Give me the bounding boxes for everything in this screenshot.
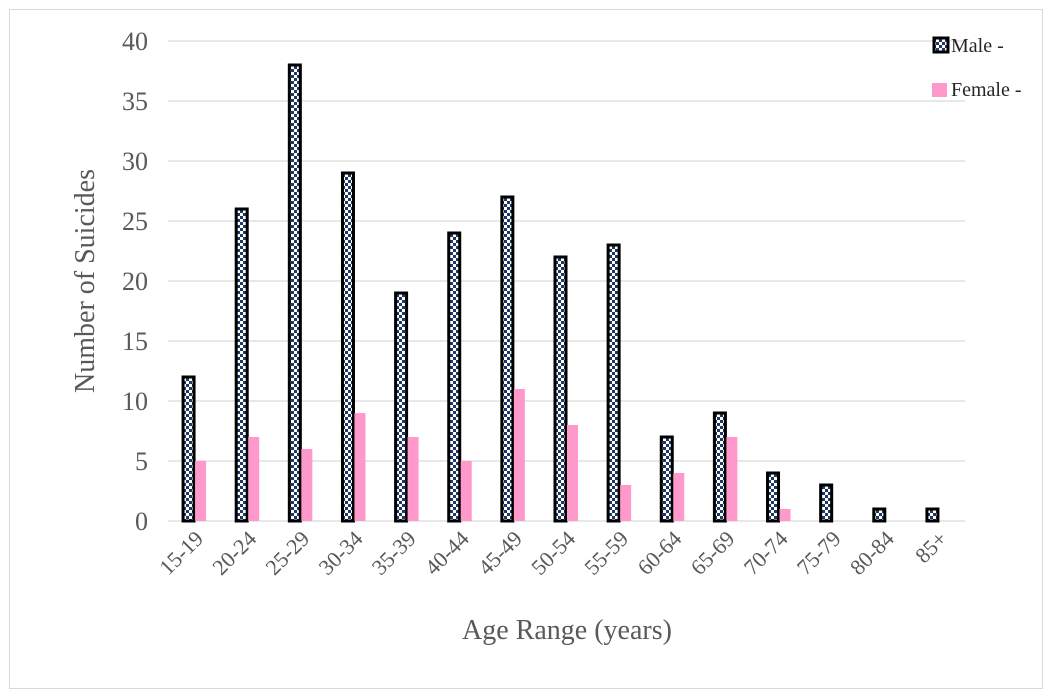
x-tick-label: 55-59	[579, 526, 633, 580]
bar-female	[673, 473, 685, 521]
bar-male	[925, 507, 940, 523]
y-tick-label: 25	[122, 207, 148, 236]
bar-female	[248, 437, 260, 521]
y-tick-label: 35	[122, 87, 148, 116]
bar-female	[567, 425, 578, 521]
y-axis-title: Number of Suicides	[70, 169, 101, 393]
bar-male	[819, 483, 834, 523]
x-tick-label: 40-44	[420, 526, 474, 580]
bar-female	[301, 449, 313, 521]
x-tick-label: 70-74	[739, 526, 793, 580]
bar-male	[766, 471, 781, 523]
bar-male	[447, 231, 462, 523]
bar-male	[500, 195, 515, 523]
y-axis-ticks: 0 5 10 15 20 25 30 35 40	[122, 27, 148, 536]
x-tick-label: 45-49	[473, 526, 527, 580]
bar-male	[181, 375, 196, 523]
y-tick-label: 20	[122, 267, 148, 296]
bar-female	[620, 485, 632, 521]
bar-female	[513, 389, 525, 521]
x-tick-label: 20-24	[207, 526, 261, 580]
x-tick-label: 85+	[910, 526, 952, 568]
legend-label-male: Male -	[951, 35, 1004, 57]
bar-male	[712, 411, 727, 523]
y-tick-label: 30	[122, 147, 148, 176]
bars	[181, 63, 940, 523]
chart-frame	[9, 9, 1043, 689]
legend-label-female: Female -	[951, 79, 1022, 101]
x-tick-label: 60-64	[632, 526, 686, 580]
y-tick-label: 0	[135, 507, 148, 536]
bar-female	[407, 437, 419, 521]
bar-female	[195, 461, 207, 521]
bar-male	[872, 507, 887, 523]
legend: Male - Female -	[932, 35, 1022, 101]
y-tick-label: 15	[122, 327, 148, 356]
bar-female	[779, 509, 791, 521]
bar-female	[726, 437, 738, 521]
bar-male	[287, 63, 302, 523]
bar-female	[460, 461, 472, 521]
bar-male	[606, 243, 621, 523]
bar-male	[659, 435, 674, 523]
legend-swatch-male	[932, 36, 950, 54]
bar-male	[394, 291, 409, 523]
legend-swatch-female	[932, 83, 947, 97]
y-tick-label: 5	[135, 447, 148, 476]
x-tick-label: 15-19	[154, 526, 208, 580]
x-tick-label: 75-79	[792, 526, 846, 580]
bar-female	[354, 413, 366, 521]
x-axis-ticks: 15-19 20-24 25-29 30-34 35-39 40-44 45-49 50-54…	[154, 526, 952, 580]
x-tick-label: 35-39	[367, 526, 421, 580]
x-tick-label: 80-84	[845, 526, 899, 580]
bar-male	[340, 171, 355, 523]
x-tick-label: 65-69	[685, 526, 739, 580]
x-axis-title: Age Range (years)	[462, 615, 672, 646]
x-tick-label: 30-34	[314, 526, 368, 580]
bar-male	[234, 207, 249, 523]
x-tick-label: 25-29	[260, 526, 314, 580]
bar-male	[553, 255, 568, 523]
y-tick-label: 40	[122, 27, 148, 56]
x-tick-label: 50-54	[526, 526, 580, 580]
y-tick-label: 10	[122, 387, 148, 416]
